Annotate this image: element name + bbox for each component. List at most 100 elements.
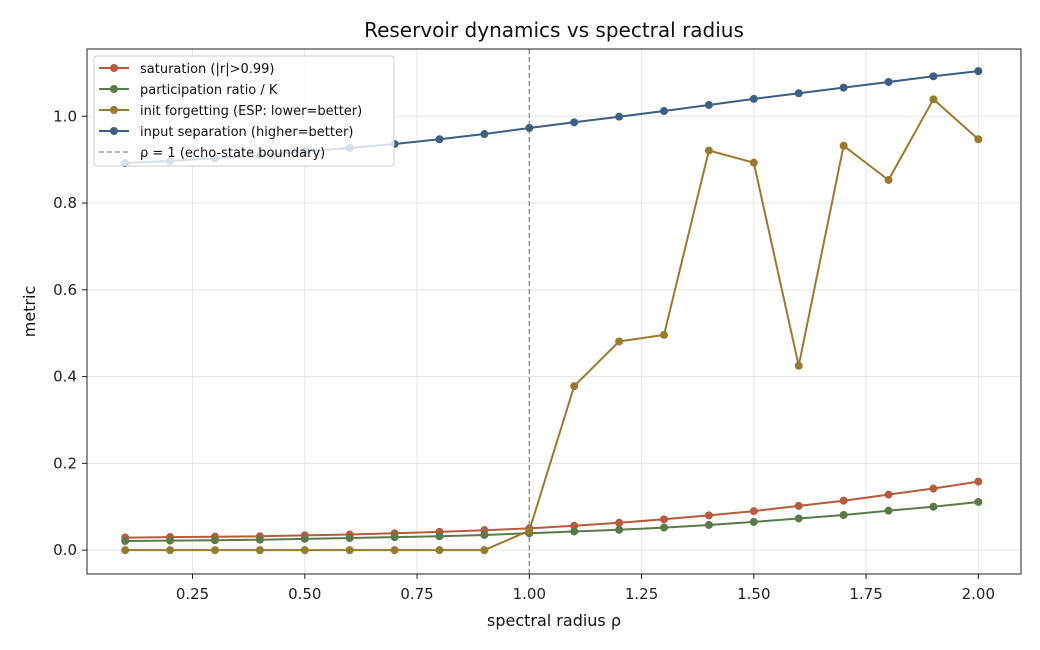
data-point [570, 382, 579, 391]
data-point [615, 337, 624, 346]
data-point [480, 546, 489, 555]
legend-marker [110, 85, 118, 93]
x-tick-label: 0.75 [400, 585, 433, 603]
data-point [884, 506, 893, 515]
data-point [570, 527, 579, 536]
legend-label: ρ = 1 (echo-state boundary) [140, 146, 325, 161]
data-point [749, 517, 758, 526]
data-point [660, 330, 669, 339]
x-tick-label: 1.50 [737, 585, 770, 603]
data-point [525, 123, 534, 132]
x-tick-label: 1.00 [513, 585, 546, 603]
legend-entry: init forgetting (ESP: lower=better) [99, 104, 362, 119]
legend-entry: participation ratio / K [99, 83, 278, 98]
y-tick-label: 0.8 [53, 194, 77, 212]
data-point [794, 501, 803, 510]
legend-label: participation ratio / K [140, 83, 278, 98]
data-point [660, 515, 669, 524]
data-point [704, 520, 713, 529]
legend: saturation (|r|>0.99) participation ratio… [93, 55, 395, 167]
data-point [570, 118, 579, 127]
series-1 [121, 497, 983, 546]
data-point [794, 89, 803, 98]
y-axis-title: metric [20, 286, 39, 338]
x-axis-title: spectral radius ρ [487, 611, 621, 630]
data-point [660, 107, 669, 116]
data-point [300, 546, 309, 555]
legend-marker [110, 106, 118, 114]
data-point [480, 130, 489, 139]
legend-marker [110, 64, 118, 72]
legend-entry: ρ = 1 (echo-state boundary) [99, 146, 325, 161]
y-tick-label: 0.6 [53, 281, 77, 299]
data-point [839, 510, 848, 519]
data-point [210, 546, 219, 555]
data-point [704, 146, 713, 155]
y-tick-label: 0.2 [53, 454, 77, 472]
data-point [749, 94, 758, 103]
data-point [615, 525, 624, 534]
data-point [121, 537, 130, 546]
data-point [929, 484, 938, 493]
data-point [929, 95, 938, 104]
data-point [435, 532, 444, 541]
data-point [480, 530, 489, 539]
data-point [166, 546, 175, 555]
legend-label: saturation (|r|>0.99) [140, 62, 275, 77]
data-point [749, 507, 758, 516]
plot-frame [86, 48, 1022, 575]
y-tick-label: 0.4 [53, 368, 77, 386]
data-point [839, 83, 848, 92]
data-point [749, 158, 758, 167]
legend-marker [110, 127, 118, 135]
x-tick-label: 1.25 [625, 585, 658, 603]
data-point [390, 546, 399, 555]
x-tick-label: 1.75 [849, 585, 882, 603]
series-2 [121, 95, 983, 555]
series-line [125, 480, 979, 539]
data-point [525, 526, 534, 535]
data-point [704, 511, 713, 520]
x-tick-label: 2.00 [962, 585, 995, 603]
data-point [570, 521, 579, 530]
data-point [390, 533, 399, 542]
series-line [125, 501, 979, 542]
data-point [121, 546, 130, 555]
data-point [929, 72, 938, 81]
data-point [794, 361, 803, 370]
series-line [125, 98, 979, 552]
y-axis: 0.0 0.2 0.4 0.6 0.8 1.0 [53, 107, 87, 559]
y-tick-label: 0.0 [53, 541, 77, 559]
x-tick-label: 0.50 [288, 585, 321, 603]
data-point [660, 523, 669, 532]
data-point [255, 546, 264, 555]
data-point [704, 100, 713, 109]
data-point [435, 135, 444, 144]
chart-title: Reservoir dynamics vs spectral radius [364, 18, 744, 42]
data-point [166, 536, 175, 545]
legend-label: init forgetting (ESP: lower=better) [140, 104, 362, 119]
legend-box [93, 55, 395, 167]
data-point [884, 77, 893, 86]
data-point [615, 112, 624, 121]
data-point [974, 477, 983, 486]
data-point [974, 67, 983, 76]
data-point [839, 141, 848, 150]
data-point [884, 176, 893, 185]
data-point [210, 536, 219, 545]
data-point [255, 535, 264, 544]
data-point [839, 496, 848, 505]
data-point [974, 135, 983, 144]
data-point [794, 514, 803, 523]
legend-entry: saturation (|r|>0.99) [99, 62, 275, 77]
x-tick-label: 0.25 [176, 585, 209, 603]
grid [87, 49, 1021, 574]
data-point [974, 497, 983, 506]
data-point [435, 546, 444, 555]
data-point [345, 533, 354, 542]
data-point [300, 534, 309, 543]
data-point [615, 518, 624, 527]
data-point [345, 546, 354, 555]
legend-entry: input separation (higher=better) [99, 125, 353, 140]
